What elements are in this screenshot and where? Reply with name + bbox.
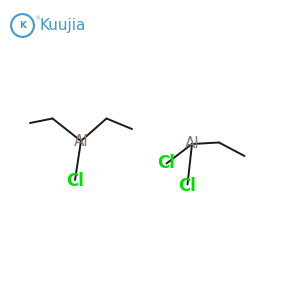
Text: Al: Al: [74, 134, 88, 148]
Text: Cl: Cl: [178, 177, 196, 195]
Text: ®: ®: [35, 16, 40, 21]
Text: Cl: Cl: [158, 154, 175, 172]
Text: Kuujia: Kuujia: [39, 18, 86, 33]
Text: K: K: [19, 21, 26, 30]
Text: Cl: Cl: [66, 172, 84, 190]
Text: Al: Al: [185, 136, 199, 152]
